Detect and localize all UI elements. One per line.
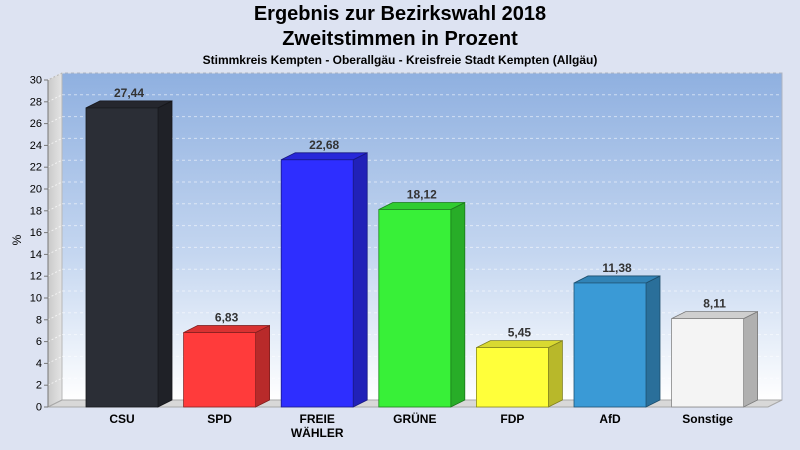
bar-side	[743, 310, 758, 408]
gridline-side	[47, 355, 63, 364]
gridline-side	[47, 377, 63, 386]
x-tick-label: CSU	[109, 412, 134, 426]
y-tick-label: 14	[30, 249, 42, 261]
bar	[85, 107, 159, 408]
bar-value-label: 18,12	[407, 187, 437, 201]
bar-top	[378, 202, 465, 210]
gridline-side	[47, 72, 63, 81]
gridline-side	[47, 312, 63, 321]
bar-side	[352, 152, 368, 408]
y-tick-label: 26	[30, 118, 42, 130]
bar-top	[281, 152, 368, 161]
y-tick-label: 0	[36, 402, 42, 414]
x-tick-label: FDP	[500, 412, 524, 426]
x-tick-label: WÄHLER	[291, 425, 344, 440]
chart-subtitle: Stimmkreis Kempten - Oberallgäu - Kreisf…	[202, 53, 598, 67]
bar-top	[671, 311, 758, 320]
bar-top	[183, 325, 270, 333]
bar-value-label: 6,83	[215, 311, 239, 325]
y-tick-label: 20	[30, 184, 42, 196]
gridline-side	[47, 290, 63, 299]
gridline-side	[47, 203, 63, 212]
gridline-side	[47, 334, 63, 343]
bar	[183, 332, 257, 408]
bar	[475, 347, 549, 408]
bar-top	[573, 275, 661, 284]
bar-top	[476, 340, 563, 348]
y-tick-label: 16	[30, 227, 42, 239]
bar	[573, 282, 647, 408]
gridline-side	[47, 268, 63, 277]
bar-side	[450, 201, 466, 408]
x-tick-label: GRÜNE	[393, 411, 436, 426]
gridline-side	[47, 116, 63, 125]
x-tick-label: FREIE	[300, 412, 335, 426]
y-tick-label: 18	[30, 205, 42, 217]
gridline-side	[47, 137, 63, 146]
gridline-side	[47, 159, 63, 168]
gridline-side	[47, 181, 63, 190]
bar-value-label: 22,68	[309, 138, 339, 152]
bar	[280, 159, 354, 408]
bar-value-label: 27,44	[114, 86, 144, 100]
gridline-side	[47, 246, 63, 255]
y-tick-label: 22	[30, 162, 42, 174]
y-tick-label: 24	[30, 140, 42, 152]
bar-value-label: 8,11	[703, 297, 726, 311]
bar-side	[157, 100, 173, 408]
bar-value-label: 5,45	[508, 326, 532, 340]
y-tick-label: 4	[36, 358, 42, 370]
y-tick-label: 30	[30, 75, 42, 87]
bar-value-label: 11,38	[602, 261, 632, 275]
bar-side	[255, 324, 271, 408]
gridline-side	[47, 94, 63, 103]
y-axis-label: %	[10, 234, 24, 245]
x-tick-label: Sonstige	[682, 412, 733, 426]
gridline-side	[47, 225, 63, 234]
bar	[671, 318, 744, 408]
chart-title: Ergebnis zur Bezirkswahl 2018	[253, 3, 547, 25]
y-tick-label: 8	[36, 314, 42, 326]
y-tick-label: 12	[30, 271, 42, 283]
chart-title-2: Zweitstimmen in Prozent	[282, 28, 518, 50]
bar	[378, 209, 452, 408]
bar-top	[85, 100, 173, 109]
y-tick-label: 28	[30, 96, 42, 108]
x-tick-label: AfD	[599, 412, 621, 426]
bar-side	[548, 339, 563, 408]
y-tick-label: 10	[30, 293, 42, 305]
bar-side	[645, 275, 661, 408]
y-tick-label: 2	[36, 380, 42, 392]
y-tick-label: 6	[36, 336, 42, 348]
x-tick-label: SPD	[207, 412, 232, 426]
